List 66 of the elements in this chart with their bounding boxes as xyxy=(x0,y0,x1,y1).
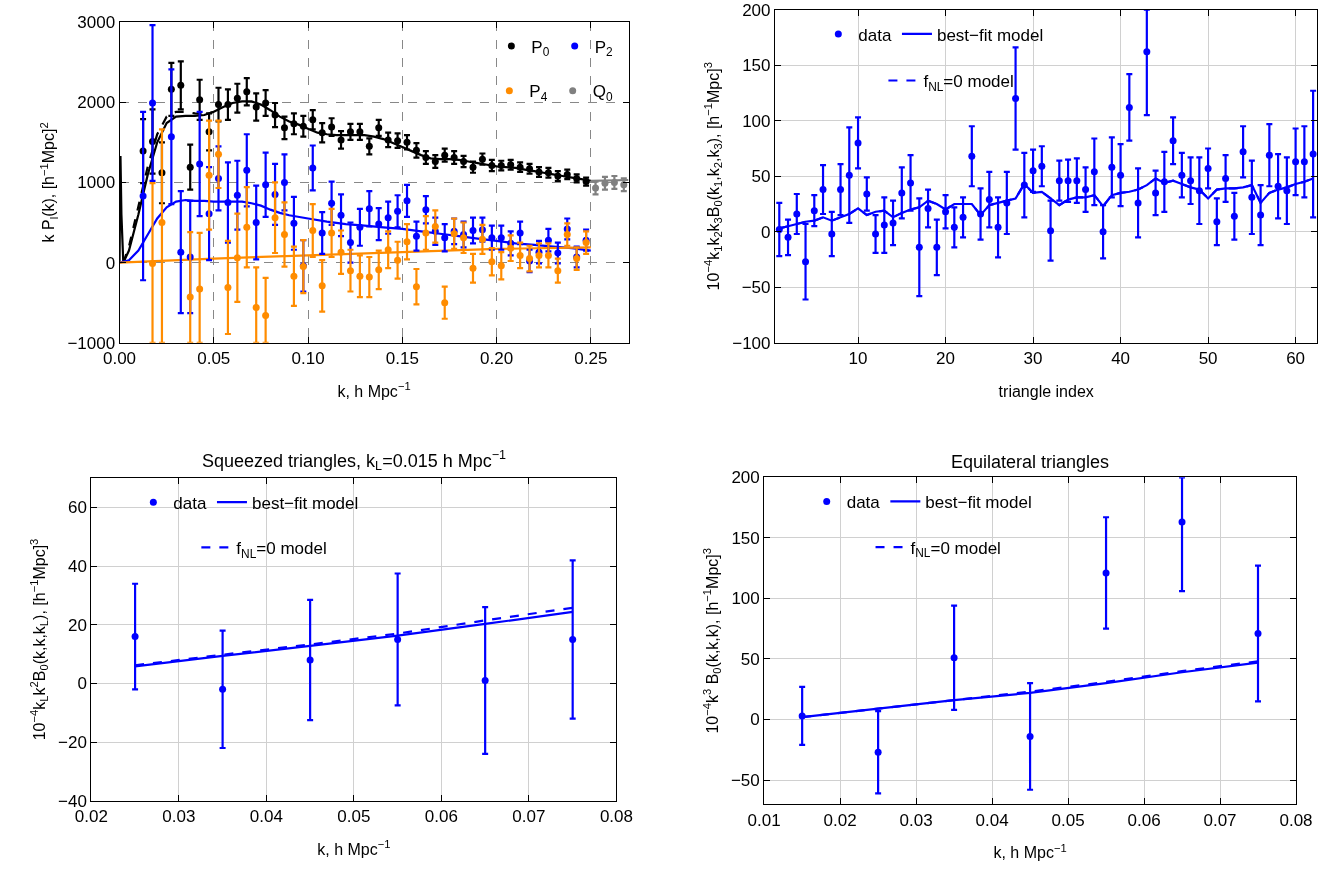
x-tick-label: 0.04 xyxy=(249,807,283,827)
y-tick-label: 100 xyxy=(731,589,760,609)
y-tick-label: 0 xyxy=(105,253,116,273)
x-tick-label: 0.08 xyxy=(599,807,633,827)
y-tick-label: −50 xyxy=(741,278,771,298)
y-tick-label: −20 xyxy=(58,733,87,753)
y-tick-label: 60 xyxy=(68,498,87,518)
x-tick-label: 20 xyxy=(936,349,956,369)
y-tick-label: −50 xyxy=(730,771,760,791)
x-axis-title: k, h Mpc$^{−1}$ xyxy=(337,380,411,400)
chart-title: Squeezed triangles, k$_{L}$=0.015 h Mpc$^{−1}$ xyxy=(202,448,507,474)
x-tick-label: 0.05 xyxy=(1051,810,1085,830)
legend-label: Q$_{0}$ xyxy=(592,82,613,105)
x-axis-title: k, h Mpc$^{−1}$ xyxy=(993,841,1067,862)
x-tick-label: 0.03 xyxy=(162,807,196,827)
y-tick-label: 2000 xyxy=(77,93,116,113)
x-tick-label: 0.07 xyxy=(512,807,546,827)
x-tick-label: 0.08 xyxy=(1279,810,1313,830)
x-tick-label: 50 xyxy=(1198,349,1218,369)
legend-label: f$_{NL}$=0 model xyxy=(923,72,1014,94)
legend-label: P$_{4}$ xyxy=(529,82,548,105)
x-tick-label: 60 xyxy=(1286,349,1306,369)
x-axis-title: triangle index xyxy=(998,382,1094,400)
x-tick-label: 0.25 xyxy=(574,349,608,369)
x-tick-label: 0.06 xyxy=(424,807,458,827)
y-tick-label: −100 xyxy=(732,333,771,353)
legend-label: data xyxy=(858,25,892,45)
y-tick-label: 100 xyxy=(742,111,771,131)
y-tick-label: 150 xyxy=(742,56,771,76)
y-tick-label: 3000 xyxy=(77,12,116,32)
y-tick-label: 20 xyxy=(68,615,87,635)
legend-label: best−fit model xyxy=(936,25,1044,45)
legend-label: best−fit model xyxy=(251,493,359,513)
x-tick-label: 0.01 xyxy=(747,810,781,830)
y-tick-label: 0 xyxy=(761,222,771,242)
y-tick-label: 0 xyxy=(77,674,87,694)
x-tick-label: 0.05 xyxy=(337,807,371,827)
x-tick-label: 30 xyxy=(1023,349,1043,369)
legend-label: data xyxy=(846,493,881,513)
legend-label: P$_{0}$ xyxy=(531,37,550,60)
chart-title: Equilateral triangles xyxy=(951,452,1110,472)
x-axis-title: k, h Mpc$^{−1}$ xyxy=(317,838,391,858)
x-tick-label: 0.15 xyxy=(385,349,419,369)
x-tick-label: 0.03 xyxy=(899,810,933,830)
legend-label: f$_{NL}$=0 model xyxy=(236,538,327,561)
y-tick-label: 40 xyxy=(68,557,87,577)
x-tick-label: 40 xyxy=(1111,349,1131,369)
y-tick-label: 200 xyxy=(742,0,771,20)
x-tick-label: 0.05 xyxy=(197,349,231,369)
y-tick-label: 50 xyxy=(751,167,771,187)
y-tick-label: 200 xyxy=(731,468,760,488)
legend-label: P$_{2}$ xyxy=(594,37,614,60)
x-tick-label: 10 xyxy=(848,349,868,369)
x-tick-label: 0.04 xyxy=(975,810,1009,830)
x-tick-label: 0.02 xyxy=(823,810,857,830)
y-tick-label: 1000 xyxy=(77,173,116,193)
legend-label: data xyxy=(173,493,207,513)
x-tick-label: 0.10 xyxy=(291,349,325,369)
x-tick-label: 0.20 xyxy=(480,349,514,369)
y-tick-label: 0 xyxy=(750,710,760,730)
x-tick-label: 0.07 xyxy=(1203,810,1237,830)
x-tick-label: 0.06 xyxy=(1127,810,1161,830)
y-tick-label: 150 xyxy=(731,528,760,548)
y-tick-label: 50 xyxy=(740,649,760,669)
legend-label: best−fit model xyxy=(925,493,1032,513)
legend-label: f$_{NL}$=0 model xyxy=(910,538,1001,561)
